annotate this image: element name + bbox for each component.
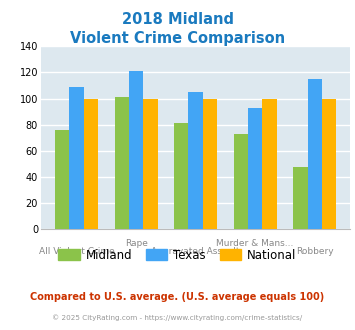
Bar — [129, 71, 143, 229]
Text: All Violent Crime: All Violent Crime — [39, 248, 114, 256]
Text: Rape: Rape — [125, 239, 148, 248]
Text: © 2025 CityRating.com - https://www.cityrating.com/crime-statistics/: © 2025 CityRating.com - https://www.city… — [53, 314, 302, 321]
Text: Robbery: Robbery — [296, 248, 333, 256]
Bar — [84, 99, 98, 229]
Bar — [262, 99, 277, 229]
Bar — [189, 92, 203, 229]
Legend: Midland, Texas, National: Midland, Texas, National — [54, 244, 301, 266]
Bar — [174, 123, 189, 229]
Bar — [248, 108, 262, 229]
Bar — [234, 134, 248, 229]
Bar — [203, 99, 217, 229]
Text: 2018 Midland: 2018 Midland — [121, 12, 234, 26]
Bar — [293, 167, 307, 229]
Text: Violent Crime Comparison: Violent Crime Comparison — [70, 31, 285, 46]
Bar — [69, 87, 84, 229]
Text: Aggravated Assault: Aggravated Assault — [151, 248, 240, 256]
Text: Murder & Mans...: Murder & Mans... — [217, 239, 294, 248]
Text: Compared to U.S. average. (U.S. average equals 100): Compared to U.S. average. (U.S. average … — [31, 292, 324, 302]
Bar — [307, 79, 322, 229]
Bar — [322, 99, 336, 229]
Bar — [55, 130, 69, 229]
Bar — [115, 97, 129, 229]
Bar — [143, 99, 158, 229]
